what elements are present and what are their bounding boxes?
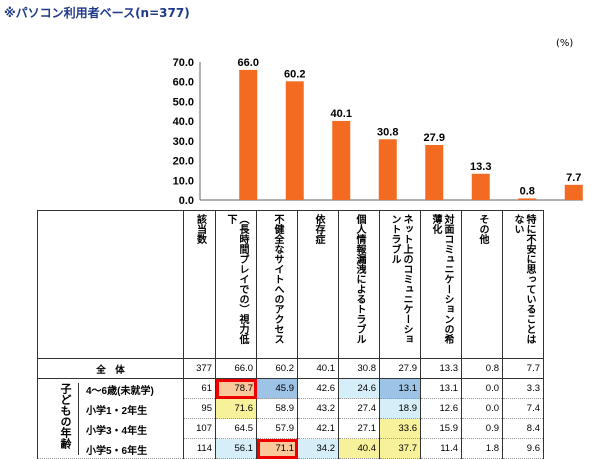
total-cell: 0.8 <box>461 358 503 379</box>
chart-title: ※パソコン利用者ベース(n=377) <box>4 6 190 20</box>
total-cell: 60.2 <box>256 358 298 379</box>
table-cell: 64.5 <box>215 418 257 439</box>
table-cell: 0.0 <box>461 398 503 419</box>
table-cell: 13.1 <box>420 378 462 399</box>
bar <box>564 184 583 200</box>
table-cell: 27.4 <box>338 398 380 419</box>
table-cell: 78.7 <box>215 378 257 399</box>
table-cell: 8.4 <box>502 418 544 439</box>
table-cell: 71.1 <box>256 438 298 459</box>
table-cell: 58.9 <box>256 398 298 419</box>
header-blank <box>37 210 184 359</box>
data-label: 13.3 <box>470 161 491 173</box>
total-cell: 27.9 <box>379 358 421 379</box>
table-cell: 7.4 <box>502 398 544 419</box>
y-tick-label: 70.0 <box>173 57 194 69</box>
total-cell: 7.7 <box>502 358 544 379</box>
table-cell: 37.7 <box>379 438 421 459</box>
bar <box>425 144 444 200</box>
data-label: 7.7 <box>566 172 581 184</box>
table-cell: 42.1 <box>297 418 339 439</box>
bar <box>332 120 351 200</box>
y-tick-label: 40.0 <box>173 116 194 128</box>
table-cell: 34.2 <box>297 438 339 459</box>
table-cell: 3.3 <box>502 378 544 399</box>
group-label: 子どもの年齢 <box>38 382 79 455</box>
table-cell: 24.6 <box>338 378 380 399</box>
column-header: 依存症 <box>297 210 339 359</box>
table-cell: 61 <box>183 378 216 399</box>
column-header: ネット上のコミュニケーショントラブル <box>379 210 421 359</box>
unit-label: (%) <box>556 38 574 49</box>
data-label: 60.2 <box>284 68 305 80</box>
table-cell: 57.9 <box>256 418 298 439</box>
total-cell: 66.0 <box>215 358 257 379</box>
table-cell: 95 <box>183 398 216 419</box>
bar <box>378 139 397 200</box>
y-tick-label: 0.0 <box>179 195 194 207</box>
data-label: 27.9 <box>424 132 445 144</box>
row-label: 小学5・6年生 <box>86 446 148 457</box>
column-header: 該当数 <box>183 210 216 359</box>
y-tick-label: 30.0 <box>173 136 194 148</box>
table-cell: 107 <box>183 418 216 439</box>
table-cell: 56.1 <box>215 438 257 459</box>
table-cell: 40.4 <box>338 438 380 459</box>
row-label: 4～6歳(未就学) <box>86 386 154 397</box>
table-cell: 13.1 <box>379 378 421 399</box>
bar <box>239 69 258 200</box>
y-tick-label: 50.0 <box>173 96 194 108</box>
data-label: 66.0 <box>238 57 259 69</box>
bar <box>518 198 537 200</box>
row-label: 小学3・4年生 <box>86 426 148 437</box>
table-cell: 1.8 <box>461 438 503 459</box>
table-cell: 71.6 <box>215 398 257 419</box>
column-header: 対面コミュニケーションの希薄化 <box>420 210 462 359</box>
total-cell: 30.8 <box>338 358 380 379</box>
total-cell: 13.3 <box>420 358 462 379</box>
table-cell: 11.4 <box>420 438 462 459</box>
column-header: ︵長時間プレイでの︶視力低下 <box>215 210 257 359</box>
data-label: 0.8 <box>520 185 535 197</box>
y-tick-label: 20.0 <box>173 156 194 168</box>
table-cell: 18.9 <box>379 398 421 419</box>
table-cell: 9.6 <box>502 438 544 459</box>
total-cell: 377 <box>183 358 216 379</box>
column-header: 個人情報漏洩によるトラブル <box>338 210 380 359</box>
table-cell: 12.6 <box>420 398 462 419</box>
bar-chart: 0.0 10.0 20.0 30.0 40.0 50.0 60.0 70.0 66.0 60.2 4… <box>173 57 583 207</box>
table-cell: 43.2 <box>297 398 339 419</box>
y-tick-label: 60.0 <box>173 77 194 89</box>
table-cell: 33.6 <box>379 418 421 439</box>
total-cell: 40.1 <box>297 358 339 379</box>
row-label: 小学1・2年生 <box>86 406 148 417</box>
data-label: 30.8 <box>377 126 398 138</box>
bar <box>471 173 490 200</box>
table-cell: 27.1 <box>338 418 380 439</box>
table-cell: 114 <box>183 438 216 459</box>
table-cell: 0.0 <box>461 378 503 399</box>
data-label: 40.1 <box>331 108 352 120</box>
column-header: その他 <box>461 210 503 359</box>
column-header: 特に不安に思っていることはない <box>502 210 544 359</box>
total-label: 全 体 <box>37 358 184 379</box>
table-cell: 45.9 <box>256 378 298 399</box>
table-cell: 42.6 <box>297 378 339 399</box>
y-tick-label: 10.0 <box>173 175 194 187</box>
bar <box>285 81 304 200</box>
column-header: 不健全なサイトへのアクセス <box>256 210 298 359</box>
table-cell: 15.9 <box>420 418 462 439</box>
table-cell: 0.9 <box>461 418 503 439</box>
